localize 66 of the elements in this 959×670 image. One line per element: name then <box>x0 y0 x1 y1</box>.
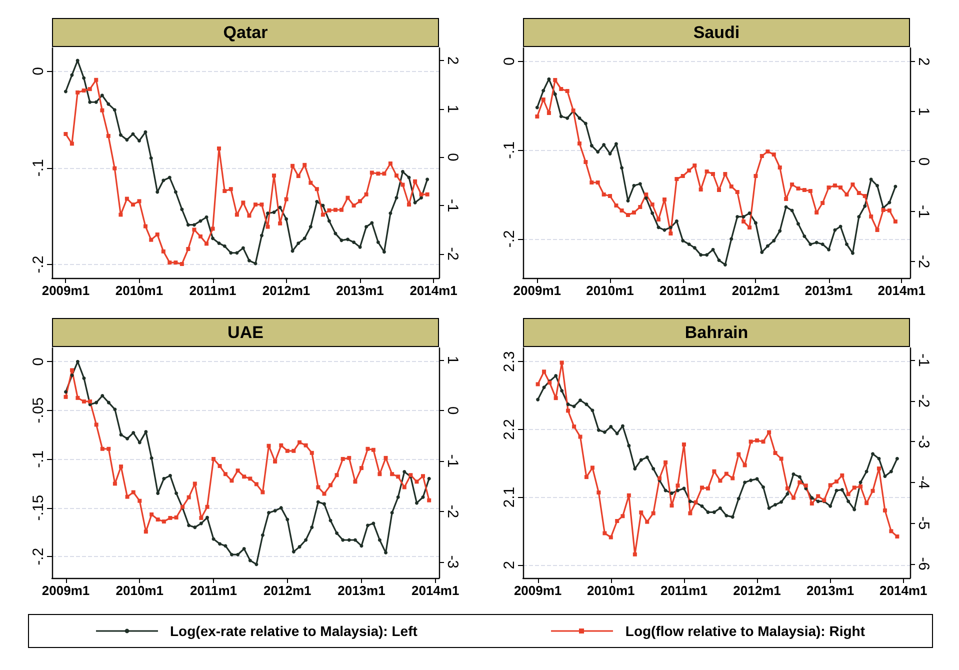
y2-tick-label: -5 <box>915 516 932 530</box>
y-tick-label: -.2 <box>501 230 518 248</box>
y2-tick-label: 2 <box>915 57 932 66</box>
chart-title: UAE <box>52 318 439 347</box>
x-tick-label: 2013m1 <box>338 583 386 598</box>
x-tick-label: 2009m1 <box>42 583 90 598</box>
y2-tick-label: 1 <box>444 104 461 114</box>
x-tick-label: 2009m1 <box>513 283 562 298</box>
y-tick-label: 2.3 <box>501 351 518 372</box>
legend-label: Log(ex-rate relative to Malaysia): Left <box>170 623 418 639</box>
y2-tick-label: 0 <box>915 157 932 166</box>
y2-tick-label: -1 <box>444 454 461 468</box>
y2-tick-label: -2 <box>444 504 461 518</box>
y-tick-label: 0 <box>30 67 47 76</box>
y2-tick-label: -1 <box>915 204 932 218</box>
y-tick-label: -.1 <box>30 450 47 468</box>
x-tick-label: 2011m1 <box>660 583 708 598</box>
y2-tick-label: -1 <box>915 354 932 367</box>
y-tick-label: -.2 <box>30 548 47 566</box>
x-tick-label: 2010m1 <box>587 583 635 598</box>
y2-tick-label: -2 <box>915 394 932 408</box>
y-tick-label: 0 <box>501 57 518 66</box>
y-tick-label: -.1 <box>501 141 518 159</box>
x-tick-label: 2010m1 <box>586 283 634 298</box>
chart-title: Bahrain <box>523 318 910 347</box>
x-tick-label: 2011m1 <box>659 283 706 298</box>
y-tick-label: 2 <box>501 560 518 570</box>
y2-tick-label: 1 <box>444 356 461 364</box>
x-tick-label: 2014m1 <box>878 283 926 298</box>
x-tick-label: 2010m1 <box>116 583 164 598</box>
x-tick-label: 2013m1 <box>804 283 853 298</box>
y-tick-label: 2.2 <box>501 418 518 440</box>
y-tick-label: -.2 <box>30 256 47 274</box>
x-tick-label: 2012m1 <box>733 583 781 598</box>
x-tick-label: 2013m1 <box>336 283 384 298</box>
x-tick-label: 2013m1 <box>806 583 854 598</box>
y-tick-label: 0 <box>30 357 47 366</box>
y2-tick-label: -6 <box>915 557 932 570</box>
y2-tick-label: 0 <box>444 153 461 162</box>
x-tick-label: 2009m1 <box>42 283 90 298</box>
x-tick-label: 2014m1 <box>411 583 460 598</box>
x-tick-label: 2009m1 <box>514 583 562 598</box>
y-tick-label: -.1 <box>30 159 47 177</box>
chart-title: Qatar <box>52 18 439 47</box>
y-tick-label: 2.1 <box>501 486 518 508</box>
x-tick-label: 2012m1 <box>732 283 780 298</box>
y2-tick-label: -3 <box>915 434 932 448</box>
y2-tick-label: -1 <box>444 198 461 212</box>
legend-label: Log(flow relative to Malaysia): Right <box>625 623 865 639</box>
y2-tick-label: -2 <box>444 247 461 261</box>
y2-tick-label: -3 <box>444 555 461 569</box>
x-tick-label: 2012m1 <box>262 283 310 298</box>
x-tick-label: 2014m1 <box>410 283 458 298</box>
chart-title: Saudi <box>523 18 910 47</box>
y2-tick-label: 0 <box>444 406 461 415</box>
y2-tick-label: 1 <box>915 107 932 116</box>
y2-tick-label: 2 <box>444 56 461 65</box>
x-tick-label: 2011m1 <box>190 583 238 598</box>
x-tick-label: 2011m1 <box>189 283 236 298</box>
y-tick-label: -.15 <box>30 494 47 521</box>
y-tick-label: -.05 <box>30 397 47 424</box>
y2-tick-label: -4 <box>915 476 932 490</box>
x-tick-label: 2014m1 <box>880 583 928 598</box>
y2-tick-label: -2 <box>915 254 932 268</box>
x-tick-label: 2012m1 <box>264 583 312 598</box>
x-tick-label: 2010m1 <box>115 283 164 298</box>
